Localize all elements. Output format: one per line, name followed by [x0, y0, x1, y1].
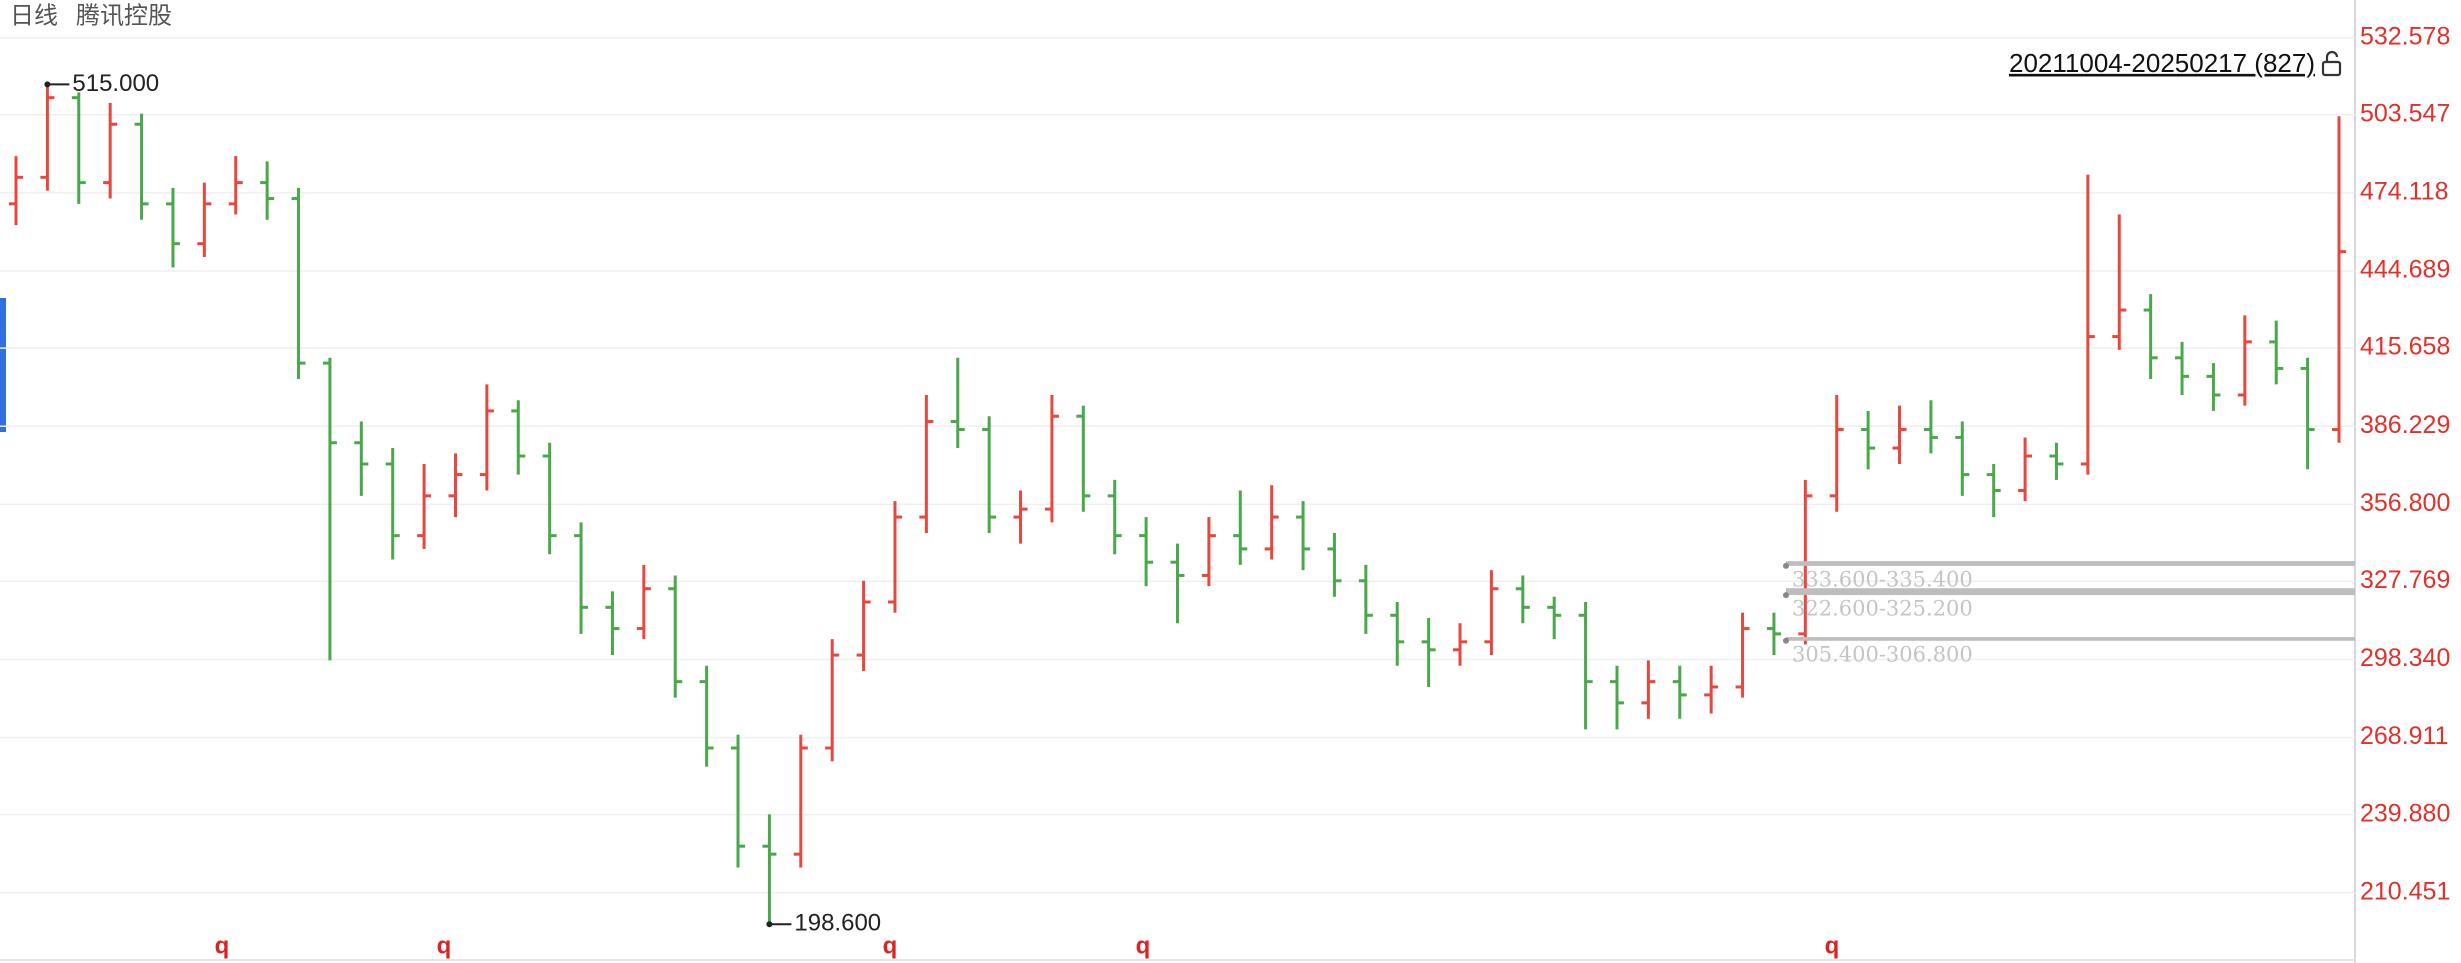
y-tick-label: 503.547 — [2360, 99, 2450, 127]
period-marker: q — [1136, 932, 1151, 959]
annotation-dot — [766, 921, 773, 928]
level-label: 322.600-325.200 — [1792, 597, 1973, 621]
annotation-label: 515.000 — [72, 70, 159, 97]
left-edge-indicator — [0, 298, 6, 432]
level-dot — [1783, 562, 1789, 569]
level-dot — [1783, 592, 1789, 599]
y-tick-label: 239.880 — [2360, 799, 2450, 827]
y-tick-label: 356.800 — [2360, 489, 2450, 517]
period-marker: q — [437, 932, 452, 959]
y-tick-label: 444.689 — [2360, 256, 2450, 284]
y-tick-label: 268.911 — [2360, 722, 2449, 750]
period-marker: q — [215, 932, 230, 959]
period-marker: q — [1825, 932, 1840, 959]
level-band — [1786, 637, 2355, 641]
lock-icon[interactable] — [2321, 50, 2342, 77]
y-tick-label: 415.658 — [2360, 333, 2450, 361]
level-band — [1786, 561, 2355, 566]
chart-title: 日线 — [10, 2, 58, 29]
y-tick-label: 298.340 — [2360, 644, 2450, 672]
level-label: 305.400-306.800 — [1792, 642, 1973, 666]
y-tick-label: 532.578 — [2360, 22, 2450, 50]
y-tick-label: 474.118 — [2360, 178, 2449, 206]
level-band — [1786, 588, 2355, 596]
level-dot — [1783, 637, 1789, 644]
annotation-dot — [44, 81, 51, 88]
y-tick-label: 386.229 — [2360, 411, 2450, 439]
period-marker: q — [883, 932, 898, 959]
range-label[interactable]: 20211004-20250217 (827) — [2009, 48, 2315, 78]
y-tick-label: 327.769 — [2360, 566, 2450, 594]
chart-subtitle: 腾讯控股 — [76, 2, 172, 29]
level-label: 333.600-335.400 — [1792, 567, 1973, 591]
annotation-label: 198.600 — [794, 910, 881, 937]
y-tick-label: 210.451 — [2360, 877, 2450, 905]
